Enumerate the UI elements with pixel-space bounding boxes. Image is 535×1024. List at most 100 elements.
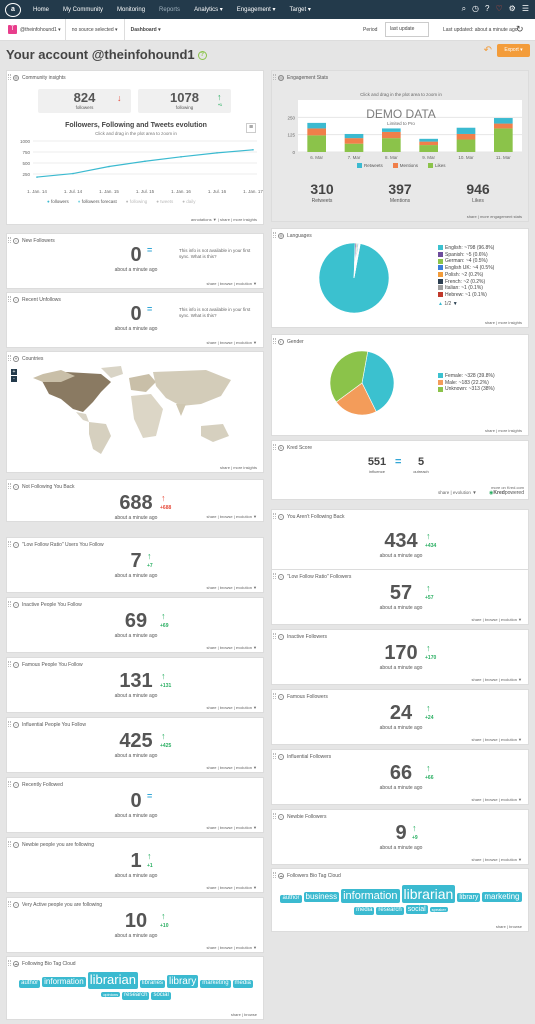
drag-handle[interactable] [8,296,11,302]
drag-handle[interactable] [273,573,276,579]
gender-pie-chart[interactable] [330,351,394,415]
card-footer[interactable]: share | more insights [484,428,522,433]
source-selector[interactable]: no source selected ▾ [71,26,118,33]
dashboard-selector[interactable]: Dashboard ▾ [130,26,161,33]
zoom-in-button[interactable]: + [11,369,17,375]
drag-handle[interactable] [8,74,11,80]
card-footer[interactable]: share | browse | evolution ▼ [206,885,257,890]
world-map[interactable] [31,364,246,459]
clock-icon[interactable]: ◷ [472,4,480,13]
card-footer[interactable]: share | more insights [484,320,522,325]
drag-handle[interactable] [8,781,11,787]
tag-libraries[interactable]: libraries [139,980,165,988]
card-footer[interactable]: share | browse [230,1012,257,1017]
drag-handle[interactable] [8,541,11,547]
drag-handle[interactable] [273,444,276,450]
drag-handle[interactable] [273,74,276,80]
help-circle-icon[interactable]: ? [197,51,207,61]
drag-handle[interactable] [8,355,11,361]
drag-handle[interactable] [8,841,11,847]
legend-daily[interactable]: ● daily [182,199,196,204]
legend-item[interactable]: Hebrew: ~1 (0.1%) [438,292,494,299]
tag-marketing[interactable]: marketing [482,892,522,903]
card-footer[interactable]: share | browse | evolution ▼ [206,765,257,770]
nav-my-community[interactable]: My Community [63,6,104,13]
card-footer[interactable]: share | browse | evolution ▼ [471,617,522,622]
drag-handle[interactable] [273,232,276,238]
legend-followers-forecast[interactable]: ● followers forecast [77,199,117,204]
tag-media[interactable]: media [232,980,253,988]
drag-handle[interactable] [273,633,276,639]
legend-item[interactable]: Italian: ~1 (0.1%) [438,285,494,292]
card-footer[interactable]: share | browse | evolution ▼ [206,645,257,650]
legend-followers[interactable]: ● followers [47,199,69,204]
drag-handle[interactable] [273,753,276,759]
legend-pager[interactable]: ▲ 1/2 ▼ [438,301,458,307]
tag-author[interactable]: author [19,980,41,988]
legend-item[interactable]: French: ~2 (0.2%) [438,279,494,286]
drag-handle[interactable] [8,901,11,907]
drag-handle[interactable] [8,237,11,243]
drag-handle[interactable] [8,601,11,607]
nav-monitoring[interactable]: Monitoring [117,6,146,13]
tag-social[interactable]: social [405,905,428,915]
tag-opinions[interactable]: opinions [101,991,121,998]
card-footer[interactable]: share | browse | evolution ▼ [471,857,522,862]
heart-icon[interactable]: ♡ [495,4,503,13]
card-footer[interactable]: share | browse | evolution ▼ [206,340,257,345]
card-footer[interactable]: share | more engagement stats [466,214,522,219]
first-sync-note[interactable]: This info is not available in your first… [179,248,251,259]
drag-handle[interactable] [273,872,276,878]
card-footer[interactable]: share | browse | evolution ▼ [471,677,522,682]
tag-research[interactable]: research [376,907,404,916]
tag-author[interactable]: author [280,895,302,903]
tag-speaker[interactable]: speaker [429,907,448,913]
nav-home[interactable]: Home [33,6,50,13]
refresh-icon[interactable]: ↻ [516,24,524,34]
drag-handle[interactable] [8,721,11,727]
drag-handle[interactable] [8,960,11,966]
avatar[interactable]: T [8,25,17,34]
tag-librarian[interactable]: librarian [401,885,456,904]
engagement-chart[interactable]: 0 125 250 6. Mar 7. Mar 8. Mar 9. Mar 10. Mar 11… [274,98,528,168]
zoom-out-button[interactable]: - [11,376,17,382]
account-selector[interactable]: @theinfohound1 ▾ [20,26,61,33]
card-footer[interactable]: share | browse | evolution ▼ [206,825,257,830]
tag-information[interactable]: information [341,889,400,904]
drag-handle[interactable] [273,338,276,344]
tag-social[interactable]: social [151,991,171,1000]
card-footer[interactable]: share | browse | evolution ▼ [206,585,257,590]
kred-footer[interactable]: share | evolution ▼ [438,490,477,495]
card-footer[interactable]: annotations ▼ | share | more insights [190,217,257,222]
search-icon[interactable]: ⌕ [461,4,467,13]
tag-media[interactable]: media [354,907,375,916]
languages-pie-chart[interactable] [319,243,389,313]
legend-likes[interactable]: Likes [428,163,446,169]
settings-icon[interactable]: ⚙ [508,4,516,13]
tag-business[interactable]: business [303,892,340,903]
card-footer[interactable]: share | more insights [219,465,257,470]
card-footer[interactable]: share | browse | evolution ▼ [206,281,257,286]
back-arrow-icon[interactable]: ↶ [483,45,492,56]
drag-handle[interactable] [8,661,11,667]
tag-library[interactable]: library [457,893,481,903]
card-footer[interactable]: share | browse | evolution ▼ [471,797,522,802]
card-footer[interactable]: share | browse [495,924,522,929]
legend-retweets[interactable]: Retweets [357,163,383,169]
drag-handle[interactable] [273,513,276,519]
legend-item[interactable]: German: ~4 (0.5%) [438,258,494,265]
tag-research[interactable]: research [122,991,150,1000]
period-select[interactable]: last update [385,22,429,37]
help-icon[interactable]: ? [485,4,490,13]
card-footer[interactable]: share | browse | evolution ▼ [206,514,257,519]
tag-librarian[interactable]: librarian [87,972,138,989]
legend-following[interactable]: ● following [125,199,148,204]
drag-handle[interactable] [273,813,276,819]
card-footer[interactable]: share | browse | evolution ▼ [471,737,522,742]
drag-handle[interactable] [273,693,276,699]
nav-target[interactable]: Target ▾ [289,7,311,13]
kred-powered-badge[interactable]: ◉Kredpowered [489,490,524,496]
tag-library[interactable]: library [166,975,199,988]
nav-analytics[interactable]: Analytics ▾ [194,7,223,13]
export-button[interactable]: Export ▾ [497,44,530,57]
